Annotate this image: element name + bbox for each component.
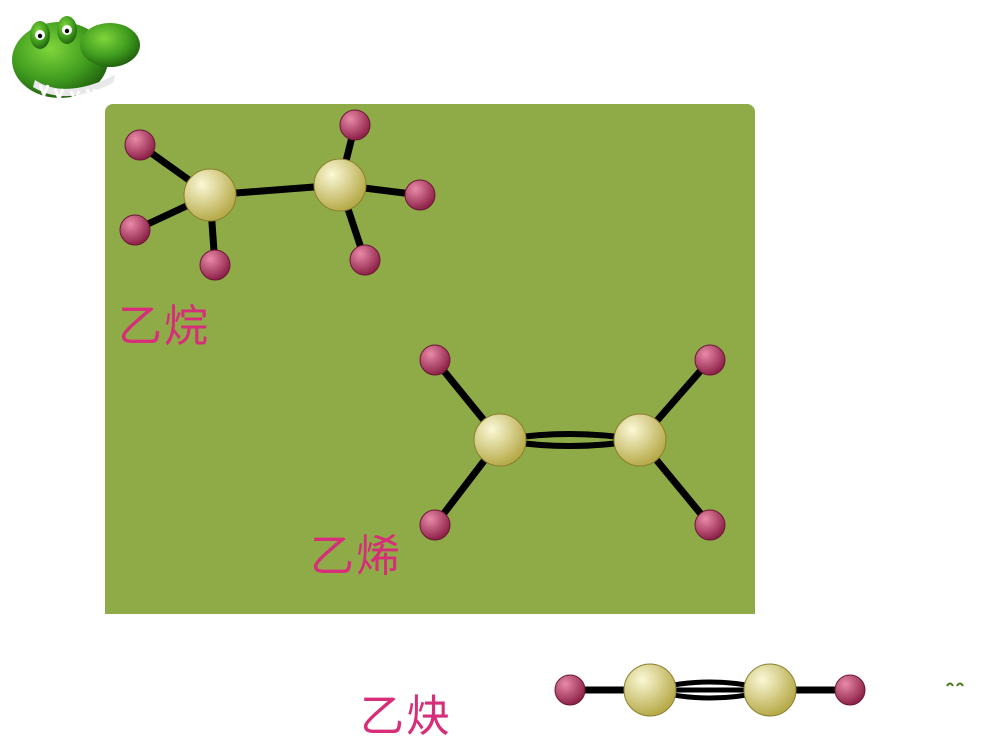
hydrogen-atom: [125, 130, 155, 160]
carbon-atom: [314, 159, 366, 211]
hydrogen-atom: [350, 245, 380, 275]
hydrogen-atom: [340, 110, 370, 140]
hydrogen-atom: [835, 675, 865, 705]
molecule-ethylene: [414, 339, 731, 546]
carbon-atom: [744, 664, 796, 716]
label-ethane: 乙烷: [118, 290, 210, 354]
hydrogen-atom: [420, 510, 450, 540]
hydrogen-atom: [120, 215, 150, 245]
label-ethylene: 乙烯: [310, 520, 402, 584]
carbon-atom: [184, 169, 236, 221]
carbon-atom: [614, 414, 666, 466]
hydrogen-atom: [200, 250, 230, 280]
molecule-ethane: [114, 104, 441, 286]
label-ethyne: 乙炔: [360, 680, 452, 744]
hydrogen-atom: [695, 345, 725, 375]
molecule-ethyne: [549, 658, 871, 722]
hydrogen-atom: [405, 180, 435, 210]
hydrogen-atom: [555, 675, 585, 705]
carbon-atom: [624, 664, 676, 716]
carbon-atom: [474, 414, 526, 466]
hydrogen-atom: [695, 510, 725, 540]
hydrogen-atom: [420, 345, 450, 375]
crocodile-icon: [5, 5, 155, 115]
small-mark-icon: [945, 680, 965, 692]
